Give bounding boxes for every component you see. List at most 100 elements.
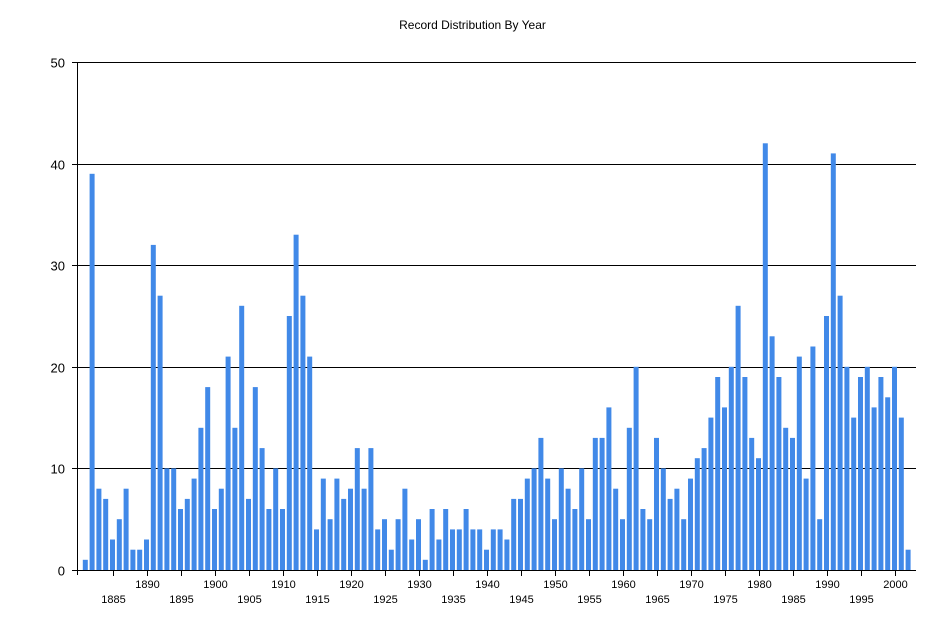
- x-tick-label: 1890: [135, 579, 159, 591]
- bar: [667, 498, 673, 570]
- bar: [892, 366, 897, 570]
- bar: [327, 519, 333, 570]
- bar: [742, 377, 748, 570]
- bar: [123, 488, 129, 570]
- x-tick-label: 2000: [883, 579, 907, 591]
- bar: [864, 366, 870, 570]
- bar: [484, 549, 489, 570]
- bar: [218, 488, 224, 570]
- bar: [756, 458, 761, 570]
- bar: [722, 407, 727, 570]
- bar: [137, 549, 143, 570]
- bar: [613, 488, 619, 570]
- bar: [300, 295, 306, 570]
- bar: [239, 305, 245, 570]
- x-tick-label: 1965: [645, 594, 669, 606]
- bar: [701, 448, 707, 570]
- x-tick-label: 1885: [101, 594, 125, 606]
- bar: [762, 143, 768, 571]
- x-tick-label: 1895: [169, 594, 193, 606]
- gridlines: [77, 62, 916, 469]
- bar: [456, 529, 462, 570]
- bar: [592, 437, 598, 570]
- bar: [225, 356, 231, 570]
- bar: [824, 316, 829, 570]
- bar: [82, 559, 88, 570]
- bar: [579, 468, 585, 570]
- bar: [640, 509, 646, 570]
- x-tick-label: 1925: [373, 594, 397, 606]
- y-tick-label: 10: [51, 462, 65, 477]
- bar: [409, 539, 415, 570]
- bar: [626, 427, 632, 570]
- bar: [586, 519, 591, 570]
- bar: [320, 478, 326, 570]
- bar: [552, 519, 557, 570]
- bar: [660, 468, 666, 570]
- y-axis-ticks: 0 10 20 30 40 50: [51, 56, 77, 579]
- bar: [416, 519, 421, 570]
- bar: [388, 549, 394, 570]
- bar: [524, 478, 530, 570]
- bar: [103, 498, 109, 570]
- bar: [470, 529, 476, 570]
- bar: [606, 407, 612, 570]
- bar: [477, 529, 483, 570]
- x-tick-label: 1980: [747, 579, 771, 591]
- bar: [198, 427, 204, 570]
- bar: [395, 519, 401, 570]
- bar: [885, 397, 891, 570]
- y-tick-label: 50: [51, 56, 65, 71]
- bar: [844, 366, 850, 570]
- bar: [796, 356, 802, 570]
- x-axis-ticks: 1885 1890 1895 1900 1905 1910 1915 1920 1925 1930…: [101, 570, 908, 606]
- bar: [144, 539, 149, 570]
- bar: [348, 488, 353, 570]
- bar: [871, 407, 877, 570]
- bar: [354, 448, 360, 570]
- bar: [178, 509, 183, 570]
- x-tick-label: 1940: [475, 579, 499, 591]
- bar: [205, 387, 211, 570]
- bar: [422, 559, 428, 570]
- x-tick-label: 1950: [543, 579, 567, 591]
- x-tick-label: 1985: [781, 594, 805, 606]
- bar: [382, 519, 387, 570]
- bar: [633, 366, 639, 570]
- bar: [878, 377, 884, 570]
- x-tick-label: 1945: [509, 594, 533, 606]
- bar: [830, 153, 836, 570]
- x-tick-label: 1910: [271, 579, 295, 591]
- x-tick-label: 1900: [203, 579, 227, 591]
- bar: [171, 468, 177, 570]
- bar-series: [82, 143, 911, 571]
- bar: [803, 478, 809, 570]
- chart-title: Record Distribution By Year: [399, 18, 546, 32]
- bar: [450, 529, 455, 570]
- bar: [518, 498, 523, 570]
- y-tick-label: 30: [51, 259, 65, 274]
- bar: [259, 448, 265, 570]
- bar: [402, 488, 408, 570]
- bar: [708, 417, 714, 570]
- bar: [504, 539, 510, 570]
- bar: [647, 519, 653, 570]
- bar: [191, 478, 197, 570]
- bar: [96, 488, 102, 570]
- bar: [531, 468, 537, 570]
- bar: [150, 244, 156, 570]
- bar: [694, 458, 700, 570]
- bar: [293, 234, 299, 570]
- bar: [184, 498, 190, 570]
- x-tick-label: 1955: [577, 594, 601, 606]
- x-tick-label: 1970: [679, 579, 703, 591]
- bar: [572, 509, 578, 570]
- bar: [341, 498, 347, 570]
- x-tick-label: 1915: [305, 594, 329, 606]
- bar: [817, 519, 823, 570]
- bar: [769, 336, 775, 570]
- bar: [545, 478, 551, 570]
- bar: [266, 509, 272, 570]
- bar: [314, 529, 319, 570]
